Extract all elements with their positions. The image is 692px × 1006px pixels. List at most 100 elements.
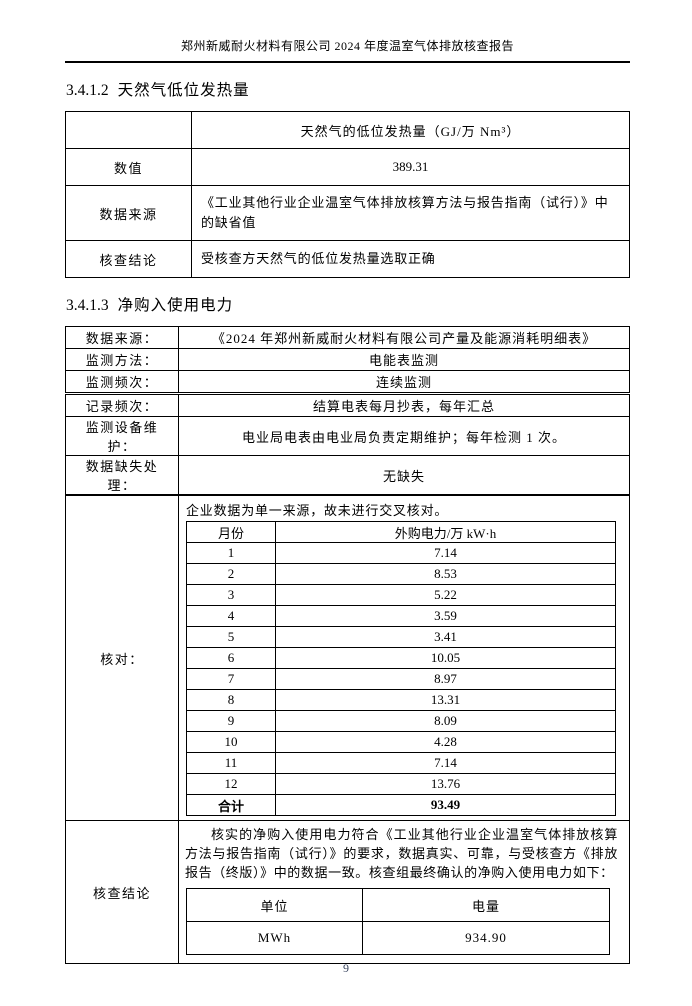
- row-label: 记录频次：: [65, 393, 179, 417]
- document-header: 郑州新威耐火材料有限公司 2024 年度温室气体排放核查报告: [65, 37, 630, 63]
- section-number: 3.4.1.2: [66, 82, 109, 99]
- summary-header-row: 单位 电量: [186, 888, 610, 922]
- unit-column-header: 单位: [186, 888, 363, 922]
- month-row: 10 4.28: [186, 731, 616, 753]
- row-value: 电业局电表由电业局负责定期维护；每年检测 1 次。: [178, 416, 630, 456]
- total-label: 合计: [186, 794, 276, 816]
- check-label: 核对：: [65, 494, 179, 821]
- month-cell: 2: [186, 563, 276, 585]
- month-cell: 1: [186, 542, 276, 564]
- row-value: 连续监测: [178, 370, 630, 395]
- check-row: 核对： 企业数据为单一来源，故未进行交叉核对。 月份 外购电力/万 kW·h 1…: [65, 494, 630, 821]
- table-row: 核查结论 受核查方天然气的低位发热量选取正确: [65, 240, 630, 278]
- month-row: 8 13.31: [186, 689, 616, 711]
- table-row: 天然气的低位发热量（GJ/万 Nm³）: [65, 111, 630, 149]
- month-row: 2 8.53: [186, 563, 616, 585]
- row-label: 监测设备维护：: [65, 416, 179, 456]
- section-title: 净购入使用电力: [117, 297, 234, 314]
- power-cell: 13.76: [275, 773, 616, 795]
- month-row: 5 3.41: [186, 626, 616, 648]
- unit-cell: MWh: [186, 921, 363, 955]
- month-cell: 10: [186, 731, 276, 753]
- power-cell: 7.14: [275, 752, 616, 774]
- empty-cell: [65, 111, 192, 149]
- month-row: 11 7.14: [186, 752, 616, 774]
- month-cell: 9: [186, 710, 276, 732]
- power-cell: 8.09: [275, 710, 616, 732]
- month-cell: 5: [186, 626, 276, 648]
- row-label: 数据来源：: [65, 326, 179, 349]
- table-row: 监测频次： 连续监测: [65, 370, 630, 395]
- power-cell: 3.41: [275, 626, 616, 648]
- row-label: 数据来源: [65, 185, 192, 241]
- header-title: 郑州新威耐火材料有限公司 2024 年度温室气体排放核查报告: [180, 39, 514, 53]
- gas-column-header: 天然气的低位发热量（GJ/万 Nm³）: [191, 111, 630, 149]
- conclusion-row: 核查结论 核实的净购入使用电力符合《工业其他行业企业温室气体排放核算方法与报告指…: [65, 820, 630, 964]
- section-heading-3-4-1-2: 3.4.1.2 天然气低位发热量: [66, 78, 630, 100]
- electricity-table: 数据来源： 《2024 年郑州新威耐火材料有限公司产量及能源消耗明细表》 监测方…: [65, 326, 630, 964]
- check-note: 企业数据为单一来源，故未进行交叉核对。: [186, 503, 449, 518]
- section-title: 天然气低位发热量: [117, 82, 250, 99]
- conclusion-content: 核实的净购入使用电力符合《工业其他行业企业温室气体排放核算方法与报告指南（试行）…: [178, 820, 630, 964]
- month-cell: 7: [186, 668, 276, 690]
- table-row: 数值 389.31: [65, 148, 630, 186]
- row-label: 监测频次：: [65, 370, 179, 395]
- power-cell: 8.53: [275, 563, 616, 585]
- months-header-row: 月份 外购电力/万 kW·h: [186, 521, 616, 543]
- table-row: 数据来源 《工业其他行业企业温室气体排放核算方法与报告指南（试行）》中的缺省值: [65, 185, 630, 241]
- row-value: 无缺失: [178, 455, 630, 496]
- gas-conclusion: 受核查方天然气的低位发热量选取正确: [191, 240, 630, 278]
- table-row: 监测设备维护： 电业局电表由电业局负责定期维护；每年检测 1 次。: [65, 416, 630, 456]
- section-heading-3-4-1-3: 3.4.1.3 净购入使用电力: [66, 293, 630, 315]
- electricity-summary-table: 单位 电量 MWh 934.90: [186, 888, 610, 955]
- page-content: 郑州新威耐火材料有限公司 2024 年度温室气体排放核查报告 3.4.1.2 天然…: [65, 37, 630, 964]
- row-value: 结算电表每月抄表，每年汇总: [178, 393, 630, 417]
- table-row: 数据缺失处理： 无缺失: [65, 455, 630, 496]
- month-row: 12 13.76: [186, 773, 616, 795]
- total-value: 93.49: [275, 794, 616, 816]
- power-cell: 8.97: [275, 668, 616, 690]
- row-label: 核查结论: [65, 240, 192, 278]
- month-cell: 3: [186, 584, 276, 606]
- row-value: 电能表监测: [178, 348, 630, 371]
- table-row: 数据来源： 《2024 年郑州新威耐火材料有限公司产量及能源消耗明细表》: [65, 326, 630, 349]
- table-row: 监测方法： 电能表监测: [65, 348, 630, 371]
- row-label: 监测方法：: [65, 348, 179, 371]
- check-content: 企业数据为单一来源，故未进行交叉核对。 月份 外购电力/万 kW·h 1 7.14…: [178, 494, 630, 821]
- month-row: 4 3.59: [186, 605, 616, 627]
- power-cell: 13.31: [275, 689, 616, 711]
- month-row: 3 5.22: [186, 584, 616, 606]
- power-column-header: 外购电力/万 kW·h: [275, 521, 616, 543]
- conclusion-label: 核查结论: [65, 820, 179, 964]
- month-row: 9 8.09: [186, 710, 616, 732]
- month-cell: 4: [186, 605, 276, 627]
- month-row: 7 8.97: [186, 668, 616, 690]
- row-label: 数值: [65, 148, 192, 186]
- power-cell: 3.59: [275, 605, 616, 627]
- monthly-electricity-table: 月份 外购电力/万 kW·h 1 7.14 2 8.53 3 5.22 4 3.59 5…: [186, 521, 616, 816]
- gas-value: 389.31: [191, 148, 630, 186]
- power-cell: 4.28: [275, 731, 616, 753]
- power-cell: 10.05: [275, 647, 616, 669]
- row-label: 数据缺失处理：: [65, 455, 179, 496]
- summary-value-row: MWh 934.90: [186, 921, 610, 955]
- month-cell: 11: [186, 752, 276, 774]
- section-number: 3.4.1.3: [66, 297, 109, 314]
- page-number: 9: [343, 961, 349, 975]
- month-row: 6 10.05: [186, 647, 616, 669]
- gas-data-source: 《工业其他行业企业温室气体排放核算方法与报告指南（试行）》中的缺省值: [191, 185, 630, 241]
- month-cell: 6: [186, 647, 276, 669]
- power-cell: 5.22: [275, 584, 616, 606]
- amount-column-header: 电量: [362, 888, 610, 922]
- month-column-header: 月份: [186, 521, 276, 543]
- month-cell: 8: [186, 689, 276, 711]
- table-row: 记录频次： 结算电表每月抄表，每年汇总: [65, 393, 630, 417]
- power-cell: 7.14: [275, 542, 616, 564]
- month-row: 1 7.14: [186, 542, 616, 564]
- amount-cell: 934.90: [362, 921, 610, 955]
- row-value: 《2024 年郑州新威耐火材料有限公司产量及能源消耗明细表》: [178, 326, 630, 349]
- conclusion-text: 核实的净购入使用电力符合《工业其他行业企业温室气体排放核算方法与报告指南（试行）…: [185, 827, 618, 880]
- gas-heating-value-table: 天然气的低位发热量（GJ/万 Nm³） 数值 389.31 数据来源 《工业其他…: [65, 111, 630, 278]
- month-cell: 12: [186, 773, 276, 795]
